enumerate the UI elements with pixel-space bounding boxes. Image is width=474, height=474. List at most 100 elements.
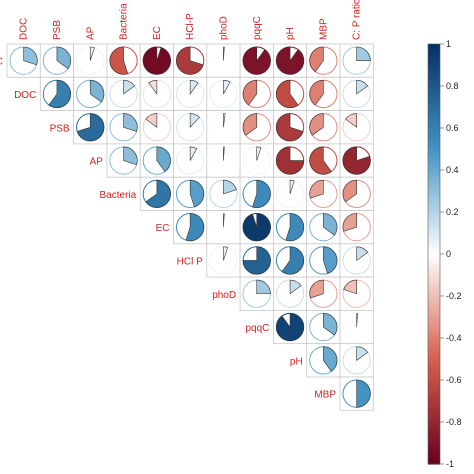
pie-slice <box>223 246 229 261</box>
row-label: DOC <box>14 90 36 101</box>
colorbar-segment <box>428 152 440 157</box>
pie-slice <box>345 113 357 128</box>
pie-slice <box>276 113 304 142</box>
colorbar-segment <box>428 387 440 392</box>
pie-slice <box>123 146 138 166</box>
colorbar-tick-label: -0.8 <box>446 417 462 427</box>
colorbar-segment <box>428 229 440 234</box>
colorbar-segment <box>428 159 440 164</box>
colorbar-segment <box>428 110 440 115</box>
pie-slice <box>242 46 271 75</box>
pie-slice <box>252 179 271 208</box>
pie-slice <box>356 79 369 95</box>
colorbar-segment <box>428 58 440 63</box>
colorbar-segment <box>428 432 440 437</box>
colorbar-segment <box>428 271 440 276</box>
colorbar-tick-label: -0.2 <box>446 291 462 301</box>
pie-slice <box>189 113 200 129</box>
colorbar-tick-label: 0 <box>446 249 451 259</box>
colorbar-segment <box>428 457 440 462</box>
colorbar-segment <box>428 352 440 357</box>
pie-slice <box>242 113 258 136</box>
colorbar-segment <box>428 54 440 59</box>
colorbar-segment <box>428 299 440 304</box>
colorbar-segment <box>428 72 440 77</box>
pie-slice <box>156 146 171 173</box>
pie-slice <box>342 179 357 203</box>
colorbar-segment <box>428 208 440 213</box>
colorbar-segment <box>428 422 440 427</box>
colorbar-segment <box>428 275 440 280</box>
colorbar-segment <box>428 306 440 311</box>
colorbar-segment <box>428 93 440 98</box>
colorbar-segment <box>428 415 440 420</box>
colorbar-segment <box>428 236 440 241</box>
pie-slice <box>289 179 295 194</box>
colorbar-segment <box>428 149 440 154</box>
pie-slice <box>343 279 357 295</box>
colorbar-segment <box>428 198 440 203</box>
pie-slice <box>323 246 338 274</box>
pie-slice <box>323 346 338 372</box>
colorbar-segment <box>428 194 440 199</box>
colorbar-segment <box>428 453 440 458</box>
colorbar-segment <box>428 79 440 84</box>
colorbar-segment <box>428 425 440 430</box>
colorbar-segment <box>428 408 440 413</box>
colorbar-segment <box>428 317 440 322</box>
pie-slice <box>148 79 158 95</box>
colorbar-segment <box>428 215 440 220</box>
colorbar-segment <box>428 450 440 455</box>
colorbar-segment <box>428 373 440 378</box>
colorbar-segment <box>428 303 440 308</box>
colorbar-segment <box>428 359 440 364</box>
colorbar-segment <box>428 320 440 325</box>
pie-slice <box>189 146 198 161</box>
colorbar-segment <box>428 233 440 238</box>
colorbar-tick-label: 0.4 <box>446 165 459 175</box>
pie-slice <box>256 279 271 295</box>
colorbar-segment <box>428 100 440 105</box>
pie-slice <box>123 113 138 132</box>
pie-slice <box>223 79 231 95</box>
pie-slice <box>356 313 358 328</box>
row-label: PSB <box>50 123 70 134</box>
pie-slice <box>242 246 271 275</box>
colorbar-segment <box>428 114 440 119</box>
colorbar-segment <box>428 51 440 56</box>
colorbar-segment <box>428 460 440 465</box>
colorbar-segment <box>428 257 440 262</box>
colorbar-segment <box>428 380 440 385</box>
colorbar-segment <box>428 68 440 73</box>
column-label: pqqC <box>252 16 263 40</box>
column-label: DOC <box>19 18 30 40</box>
colorbar-segment <box>428 327 440 332</box>
colorbar-segment <box>428 289 440 294</box>
pie-slice <box>223 46 225 61</box>
colorbar-segment <box>428 86 440 91</box>
row-label: MBP <box>314 390 336 401</box>
pie-slice <box>309 279 324 299</box>
row-label: pqqC <box>245 323 269 334</box>
row-label: C <box>0 57 3 68</box>
colorbar-segment <box>428 446 440 451</box>
colorbar-segment <box>428 324 440 329</box>
colorbar-segment <box>428 212 440 217</box>
colorbar-segment <box>428 243 440 248</box>
pie-slice <box>356 379 371 408</box>
colorbar-segment <box>428 145 440 150</box>
pie-slice <box>223 213 225 228</box>
row-label: HCl P <box>177 256 203 267</box>
pie-slice <box>309 79 324 106</box>
colorbar-segment <box>428 240 440 245</box>
pie-slice <box>89 46 95 61</box>
pie-slice <box>76 113 105 142</box>
column-label: phoD <box>218 16 229 40</box>
colorbar-segment <box>428 418 440 423</box>
colorbar-segment <box>428 334 440 339</box>
row-label: Bacteria <box>100 190 137 201</box>
colorbar-segment <box>428 348 440 353</box>
pie-slice <box>342 146 371 175</box>
pie-slice <box>356 346 369 361</box>
pie-slice <box>89 79 105 103</box>
